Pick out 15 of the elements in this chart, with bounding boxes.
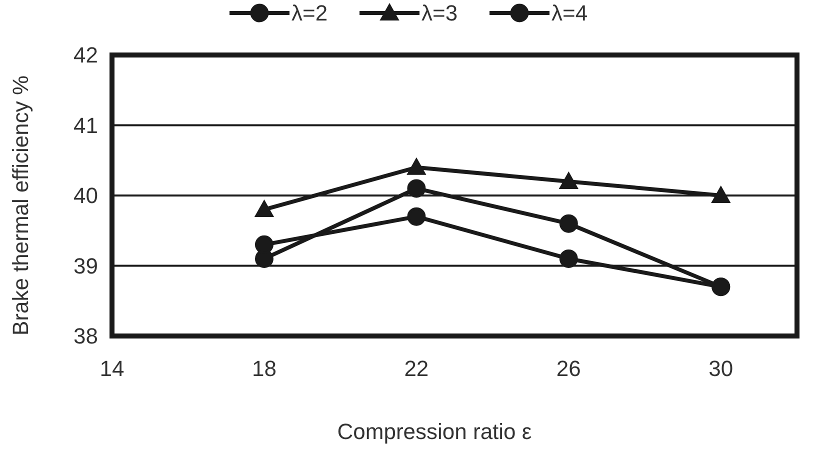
x-tick-label: 30: [708, 356, 734, 381]
x-axis-title: Compression ratio ε: [337, 419, 532, 444]
legend-label: λ=2: [292, 0, 328, 26]
x-tick-label: 26: [556, 356, 581, 381]
y-tick-label: 41: [74, 112, 98, 138]
legend-label: λ=4: [552, 0, 588, 26]
y-axis-title: Brake thermal efficiency %: [8, 75, 33, 336]
x-tick-label: 14: [100, 356, 124, 381]
legend-label: λ=3: [422, 0, 458, 26]
y-tick-label: 42: [74, 42, 98, 68]
x-tick-label: 22: [404, 356, 429, 381]
y-tick-label: 39: [74, 253, 98, 278]
x-tick-label: 18: [252, 356, 276, 381]
y-tick-label: 40: [74, 183, 98, 208]
y-tick-label: 38: [74, 324, 98, 349]
